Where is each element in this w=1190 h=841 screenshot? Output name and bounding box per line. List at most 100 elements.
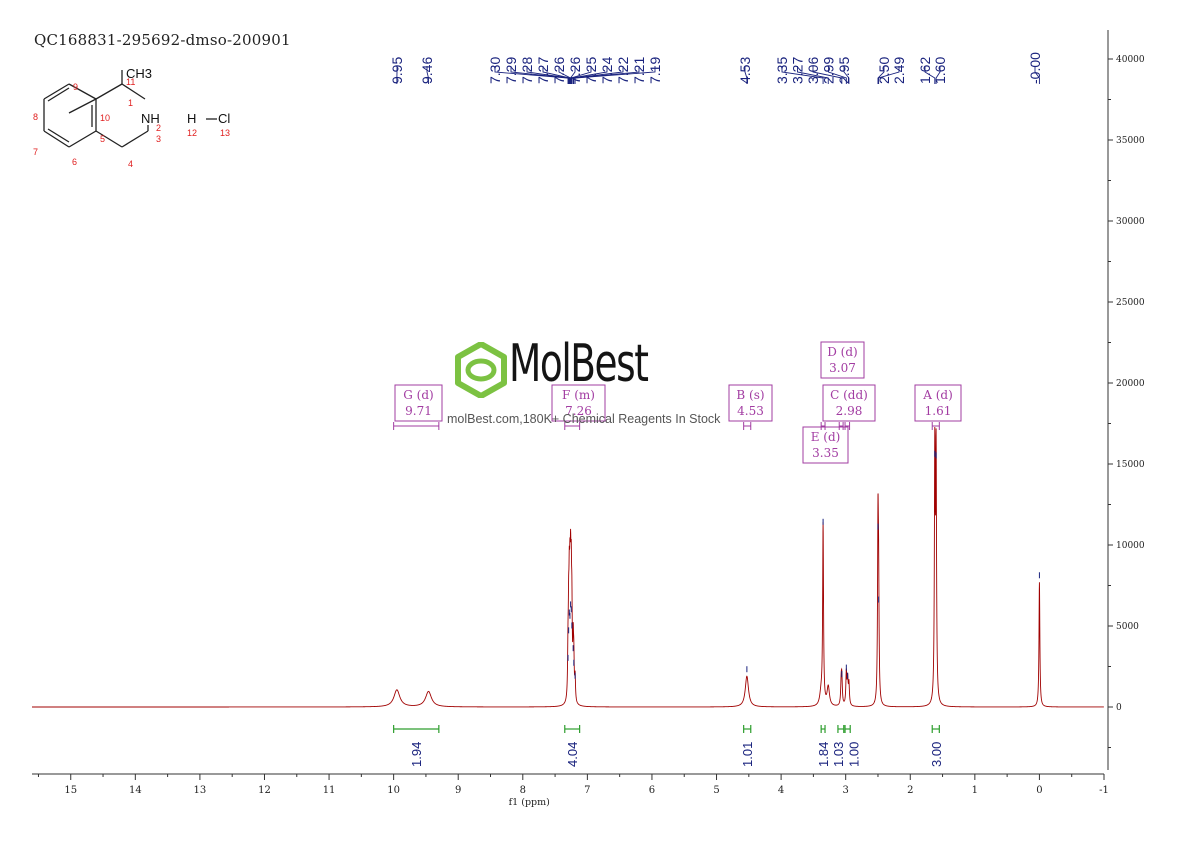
- multiplet-shift: 9.71: [405, 404, 432, 418]
- x-tick-label: 10: [387, 785, 400, 796]
- peak-leader-line: [426, 66, 429, 84]
- peak-leader-line: [878, 66, 900, 84]
- y-tick-label: 5000: [1116, 622, 1139, 632]
- peak-leader-line: [494, 66, 569, 84]
- x-tick-label: 9: [455, 785, 461, 796]
- x-tick-label: 3: [842, 785, 848, 796]
- spectrum-line: [32, 426, 1104, 708]
- multiplet-box: [914, 384, 962, 422]
- multiplet-box: [394, 384, 443, 422]
- multiplet-name: G (d): [403, 388, 433, 402]
- multiplet-name: A (d): [922, 388, 953, 402]
- peak-leader-line: [1034, 66, 1040, 84]
- cl-label: Cl: [218, 111, 230, 126]
- peak-leader-line: [812, 66, 843, 84]
- atom-number: 12: [187, 128, 197, 138]
- y-tick-label: 0: [1116, 703, 1122, 713]
- y-tick-label: 35000: [1116, 136, 1145, 146]
- watermark: MolBest molBest.com,180K+ Chemical Reage…: [447, 334, 753, 436]
- peak-leader-line: [574, 66, 656, 84]
- y-tick-label: 10000: [1116, 541, 1145, 551]
- x-tick-label: 7: [584, 785, 590, 796]
- sample-id: QC168831-295692-dmso-200901: [34, 31, 291, 49]
- atom-number: 8: [33, 112, 38, 122]
- atom-number: 3: [156, 134, 161, 144]
- peak-leader-line: [571, 66, 608, 84]
- multiplet-name: D (d): [827, 345, 857, 359]
- multiplet-box: [728, 384, 773, 422]
- integral-value: 3.00: [929, 742, 944, 767]
- atom-number: 1: [128, 98, 133, 108]
- x-tick-label: 14: [129, 785, 142, 796]
- integral-value: 1.00: [847, 742, 862, 767]
- peak-leader-line: [744, 66, 748, 84]
- atom-number: 7: [33, 147, 38, 157]
- atom-number: 11: [126, 77, 135, 87]
- multiplet-shift: 2.98: [836, 404, 863, 418]
- atom-number: 9: [73, 82, 78, 92]
- nh-label: NH: [141, 111, 160, 126]
- peak-leader-line: [877, 66, 885, 84]
- peak-leader-line: [935, 66, 941, 84]
- multiplet-shift: 7.26: [565, 404, 592, 418]
- x-tick-label: 0: [1036, 785, 1042, 796]
- multiplet-box: [822, 384, 876, 422]
- x-tick-label: 12: [258, 785, 271, 796]
- peak-leader-line: [573, 66, 640, 84]
- integral-value: 1.01: [740, 742, 755, 767]
- watermark-tagline: molBest.com,180K+ Chemical Reagents In S…: [447, 412, 721, 426]
- y-tick-label: 15000: [1116, 460, 1145, 470]
- x-tick-label: 6: [649, 785, 655, 796]
- atom-number: 2: [156, 123, 161, 133]
- h-label: H: [187, 111, 196, 126]
- peak-leader-line: [570, 66, 592, 84]
- x-tick-label: 5: [713, 785, 719, 796]
- atom-number: 5: [100, 134, 105, 144]
- x-axis-label: f1 (ppm): [509, 797, 550, 808]
- integral-value: 4.04: [565, 742, 580, 767]
- atom-number: 13: [220, 128, 230, 138]
- x-tick-label: 4: [778, 785, 784, 796]
- x-tick-label: 2: [907, 785, 913, 796]
- y-tick-label: 30000: [1116, 217, 1145, 227]
- multiplet-shift: 4.53: [737, 404, 764, 418]
- peak-leader-line: [797, 66, 829, 84]
- x-tick-label: 13: [194, 785, 207, 796]
- atom-number: 10: [100, 113, 110, 123]
- multiplet-box: [551, 384, 606, 422]
- peak-leader-line: [924, 66, 936, 84]
- y-tick-label: 25000: [1116, 298, 1145, 308]
- integral-value: 1.84: [816, 742, 831, 767]
- integral-value: 1.03: [831, 742, 846, 767]
- atom-number: 4: [128, 159, 133, 169]
- multiplet-shift: 3.35: [812, 446, 839, 460]
- ch3-label: CH3: [126, 66, 152, 81]
- x-tick-label: -1: [1099, 785, 1109, 796]
- peak-leader-line: [828, 66, 847, 84]
- x-tick-label: 11: [323, 785, 336, 796]
- peak-leader-line: [570, 66, 576, 84]
- benzene-logo-icon: [455, 342, 507, 398]
- multiplet-box: [802, 426, 849, 464]
- multiplet-name: F (m): [562, 388, 595, 402]
- y-tick-label: 20000: [1116, 379, 1145, 389]
- peak-leader-line: [510, 66, 570, 84]
- peak-leader-line: [843, 66, 850, 84]
- x-tick-label: 1: [972, 785, 978, 796]
- peak-leader-line: [781, 66, 824, 84]
- multiplet-box: [820, 341, 865, 379]
- y-tick-label: 40000: [1116, 55, 1145, 65]
- multiplet-name: E (d): [811, 430, 841, 444]
- x-tick-label: 15: [64, 785, 77, 796]
- peak-leader-line: [526, 66, 570, 84]
- molecule-structure: CH3 NH H Cl 11 1 2 3 4 5 6 7 8 9 10 12 1…: [33, 66, 230, 169]
- multiplet-shift: 1.61: [925, 404, 952, 418]
- peak-leader-line: [572, 66, 624, 84]
- multiplet-shift: 3.07: [829, 361, 856, 375]
- integral-value: 1.94: [409, 742, 424, 767]
- multiplet-name: B (s): [736, 388, 764, 402]
- watermark-brand: MolBest: [509, 334, 649, 394]
- peak-leader-line: [542, 66, 571, 84]
- atom-number: 6: [72, 157, 77, 167]
